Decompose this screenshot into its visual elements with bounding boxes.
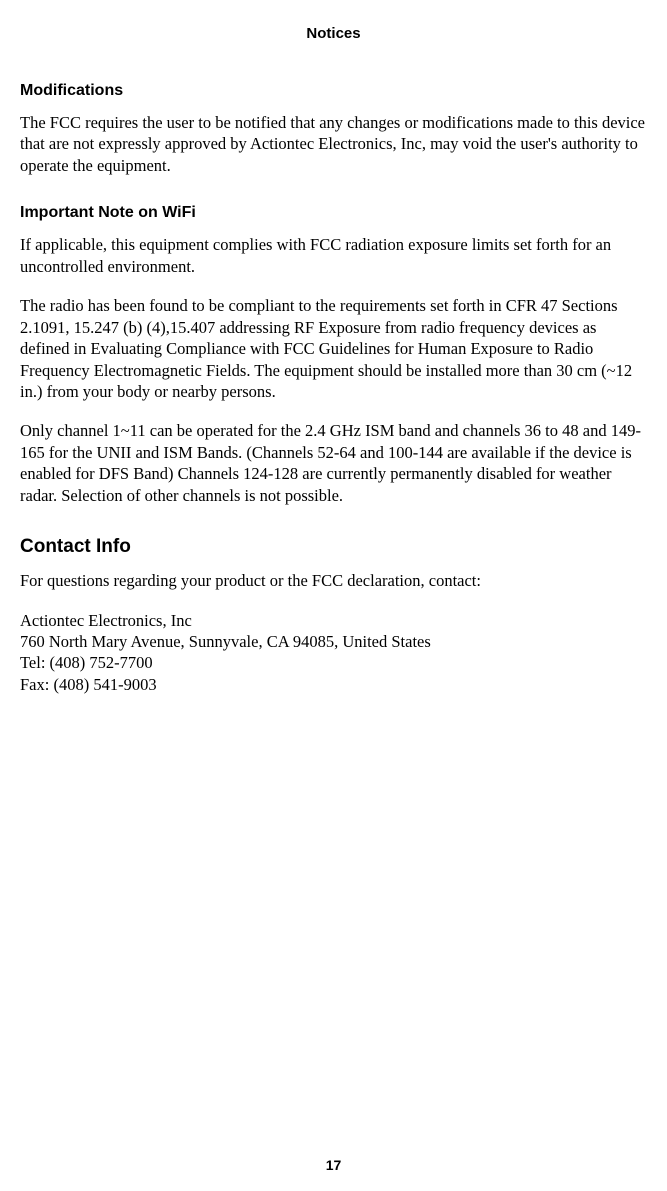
page-header: Notices	[20, 25, 647, 42]
contact-fax: Fax: (408) 541-9003	[20, 674, 647, 695]
section-heading-wifi: Important Note on WiFi	[20, 204, 647, 222]
contact-address: 760 North Mary Avenue, Sunnyvale, CA 940…	[20, 631, 647, 652]
contact-intro: For questions regarding your product or …	[20, 570, 647, 591]
wifi-para2: The radio has been found to be compliant…	[20, 295, 647, 402]
heading-text: Contact Info	[20, 536, 131, 557]
wifi-para1: If applicable, this equipment complies w…	[20, 234, 647, 277]
contact-block: Actiontec Electronics, Inc 760 North Mar…	[20, 610, 647, 696]
modifications-body: The FCC requires the user to be notified…	[20, 112, 647, 176]
wifi-para3: Only channel 1~11 can be operated for th…	[20, 420, 647, 506]
heading-text: Modifications	[20, 82, 123, 99]
heading-text: Important Note on WiFi	[20, 204, 196, 221]
section-heading-modifications: Modifications	[20, 82, 647, 100]
section-heading-contact: Contact Info	[20, 536, 647, 558]
page-number-value: 17	[326, 1157, 342, 1173]
page-number: 17	[0, 1157, 667, 1173]
contact-company: Actiontec Electronics, Inc	[20, 610, 647, 631]
page-title: Notices	[306, 25, 360, 42]
contact-tel: Tel: (408) 752-7700	[20, 652, 647, 673]
